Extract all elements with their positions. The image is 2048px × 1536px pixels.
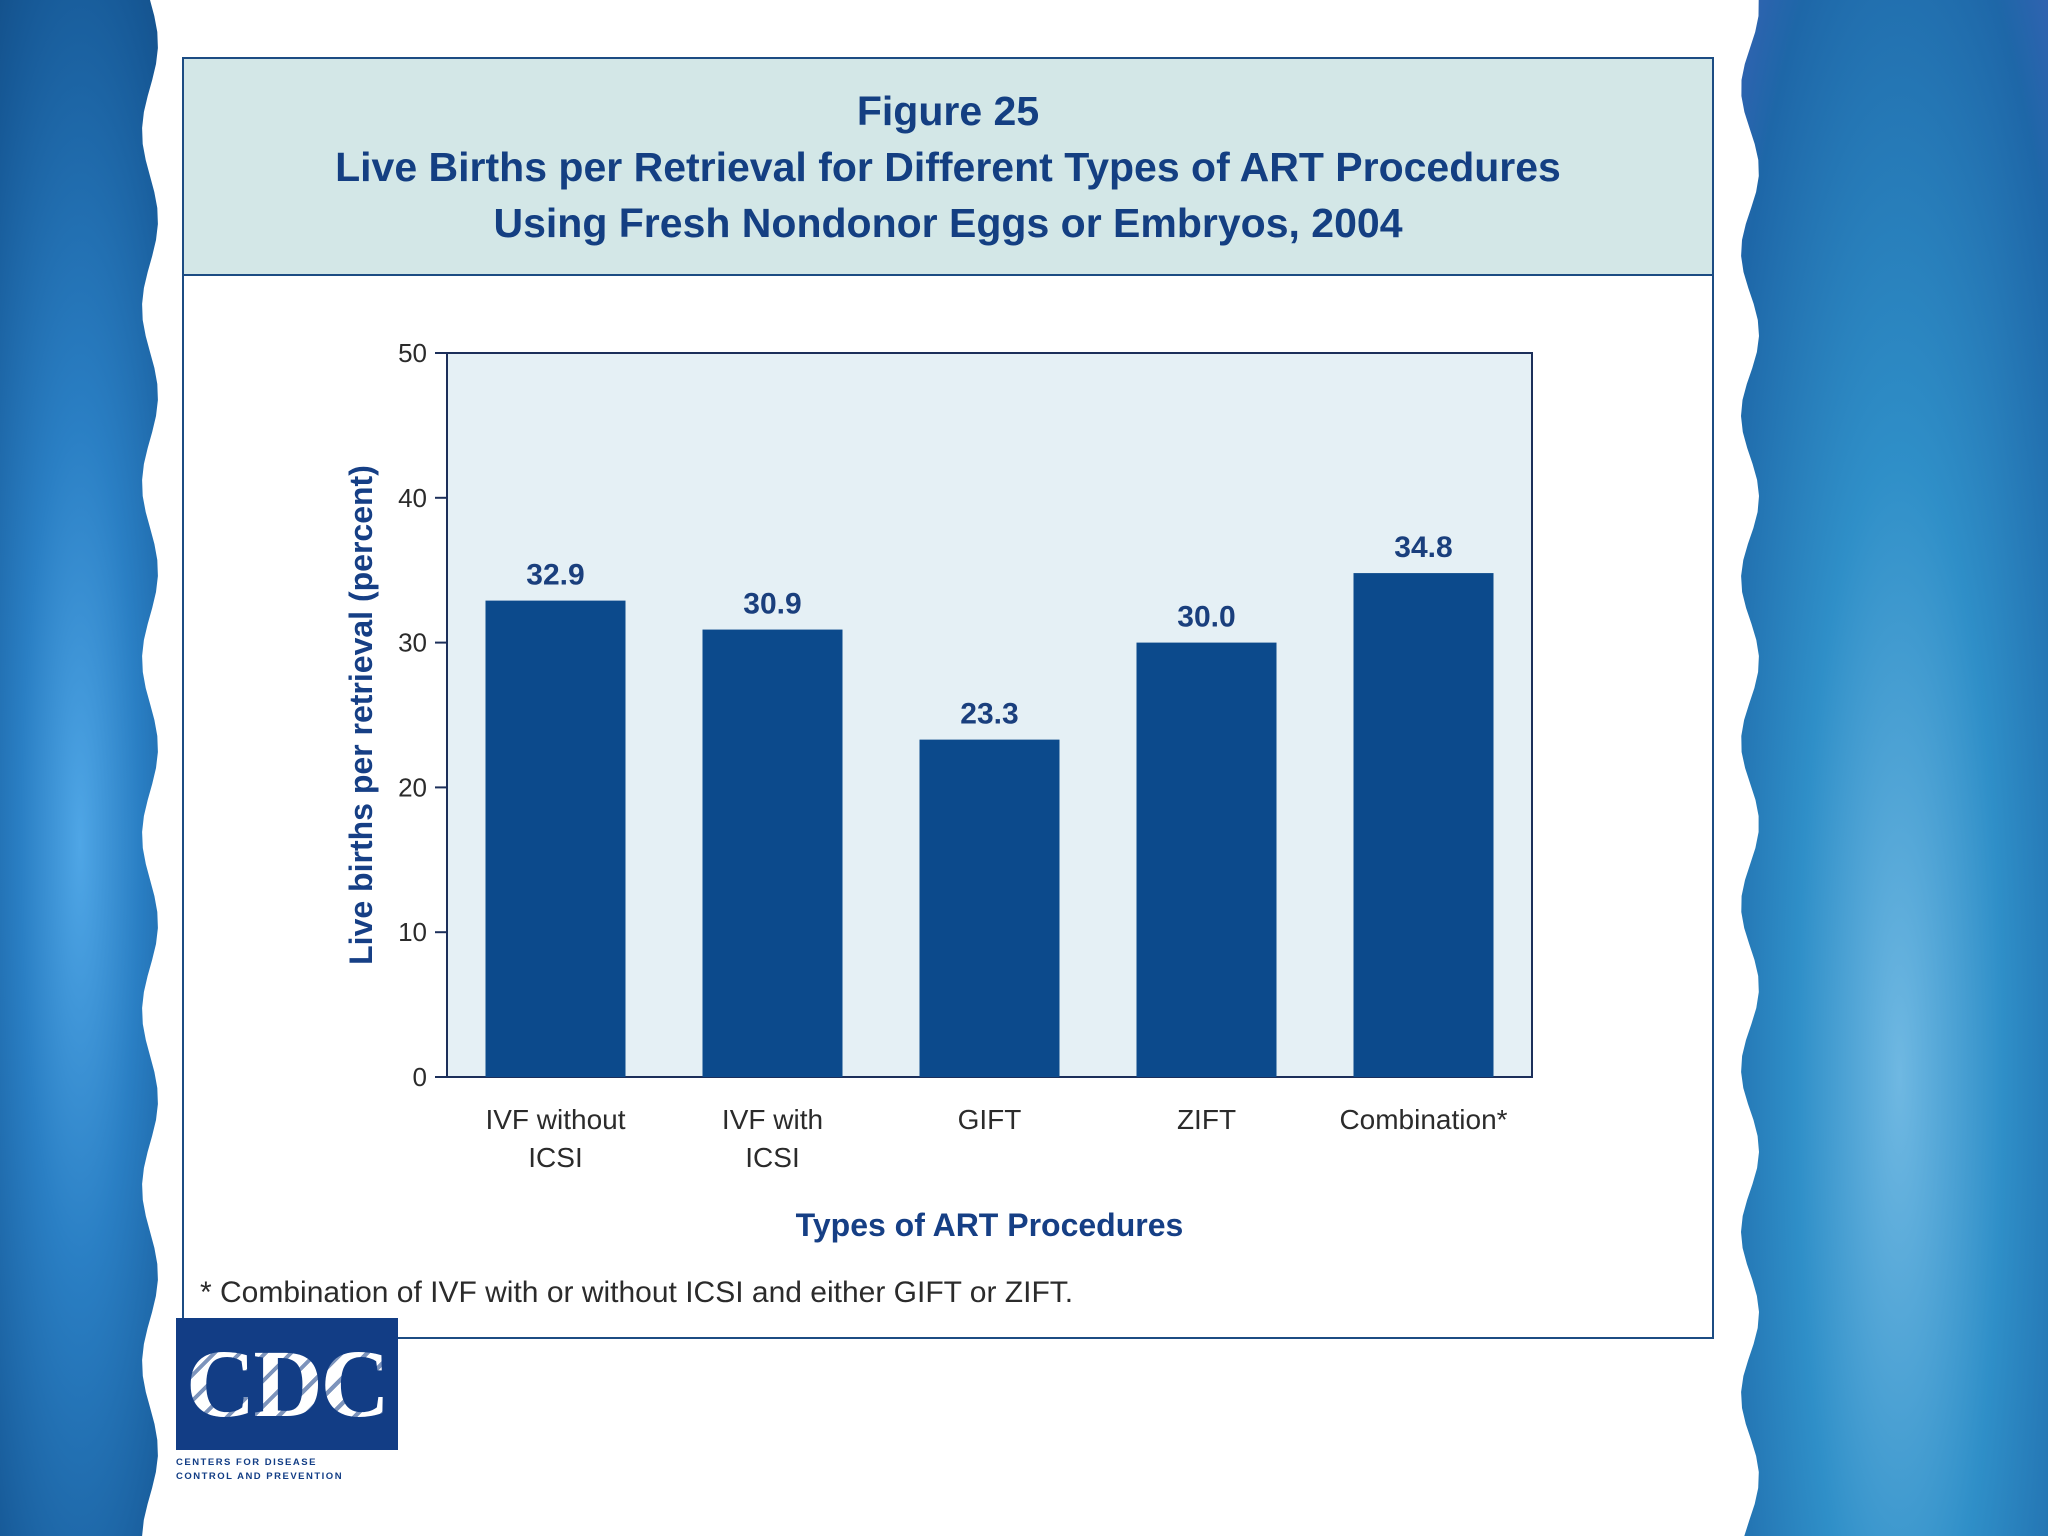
bar: [702, 629, 843, 1077]
data-label: 32.9: [526, 559, 584, 592]
cdc-logo-mark: CDC: [176, 1318, 398, 1450]
cdc-tagline-line-1: Centers for Disease: [176, 1457, 317, 1468]
y-tick-label: 40: [398, 483, 427, 513]
y-tick-label: 10: [398, 917, 427, 947]
figure-title-line-2: Using Fresh Nondonor Eggs or Embryos, 20…: [493, 199, 1403, 246]
x-tick-label: IVF without: [485, 1104, 625, 1135]
x-axis-label: Types of ART Procedures: [796, 1207, 1184, 1243]
y-tick-label: 30: [398, 628, 427, 658]
y-tick-label: 50: [398, 338, 427, 368]
x-tick-label: ICSI: [528, 1142, 582, 1173]
bar: [919, 739, 1060, 1077]
x-tick-label: GIFT: [958, 1104, 1022, 1135]
y-tick-label: 20: [398, 772, 427, 802]
figure-title: Figure 25 Live Births per Retrieval for …: [184, 59, 1712, 276]
x-tick-label: IVF with: [722, 1104, 823, 1135]
data-label: 34.8: [1394, 531, 1452, 564]
bar: [1136, 642, 1277, 1077]
footnote: * Combination of IVF with or without ICS…: [200, 1276, 1074, 1309]
cdc-tagline-line-2: Control and Prevention: [176, 1471, 344, 1482]
data-label: 23.3: [960, 698, 1018, 731]
y-axis-label: Live births per retrieval (percent): [343, 465, 379, 965]
bar: [485, 600, 626, 1077]
cdc-logo-tagline: Centers for Disease Control and Preventi…: [176, 1456, 408, 1484]
data-label: 30.9: [743, 588, 801, 621]
figure-title-line-1: Live Births per Retrieval for Different …: [335, 143, 1561, 190]
bar: [1353, 573, 1494, 1077]
data-label: 30.0: [1177, 601, 1235, 634]
x-tick-label: ICSI: [745, 1142, 799, 1173]
background-right: [1718, 0, 2048, 1536]
figure-number: Figure 25: [856, 87, 1040, 134]
x-tick-label: ZIFT: [1177, 1104, 1236, 1135]
y-tick-label: 0: [413, 1062, 427, 1092]
cdc-logo: CDC Centers for Disease Control and Prev…: [176, 1318, 408, 1488]
x-tick-label: Combination*: [1339, 1104, 1507, 1135]
